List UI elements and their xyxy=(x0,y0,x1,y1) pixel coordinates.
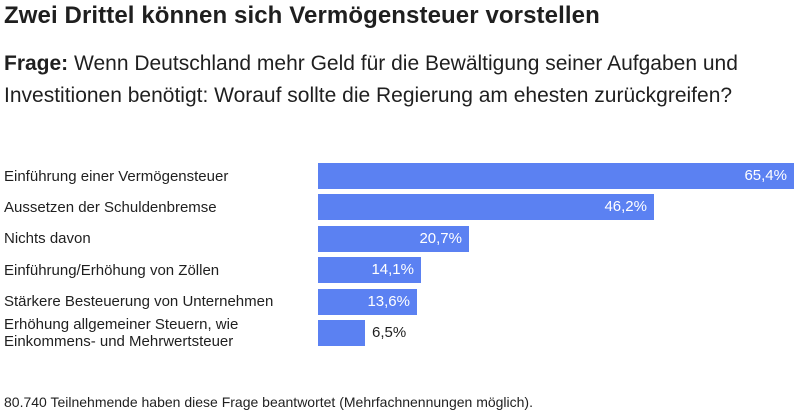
bar xyxy=(318,320,365,346)
value-label: 65,4% xyxy=(744,167,787,184)
value-label: 13,6% xyxy=(367,292,410,310)
category-label: Nichts davon xyxy=(4,230,91,248)
value-label: 20,7% xyxy=(419,229,462,247)
question-body: Wenn Deutschland mehr Geld für die Bewäl… xyxy=(4,52,738,107)
bar-chart: Einführung einer Vermögensteuer 65,4% Auss… xyxy=(0,160,800,360)
bar xyxy=(318,194,654,221)
category-label: Erhöhung allgemeiner Steuern, wie Einkomm… xyxy=(4,316,239,350)
category-label: Einführung/Erhöhung von Zöllen xyxy=(4,261,220,279)
footnote: 80.740 Teilnehmende haben diese Frage be… xyxy=(4,394,533,410)
category-label: Aussetzen der Schuldenbremse xyxy=(4,198,217,216)
value-label: 14,1% xyxy=(371,261,414,279)
value-label: 46,2% xyxy=(604,198,647,216)
bar xyxy=(318,288,417,315)
value-label: 6,5% xyxy=(372,324,407,341)
chart-title: Zwei Drittel können sich Vermögensteuer … xyxy=(4,2,600,29)
category-label: Einführung einer Vermögensteuer xyxy=(4,167,229,185)
question-text: Frage: Wenn Deutschland mehr Geld für di… xyxy=(4,48,794,112)
bar xyxy=(318,225,469,252)
question-label: Frage: xyxy=(4,52,69,75)
category-label: Stärkere Besteuerung von Unternehmen xyxy=(4,293,274,311)
bar xyxy=(318,257,421,284)
bar xyxy=(318,163,794,189)
